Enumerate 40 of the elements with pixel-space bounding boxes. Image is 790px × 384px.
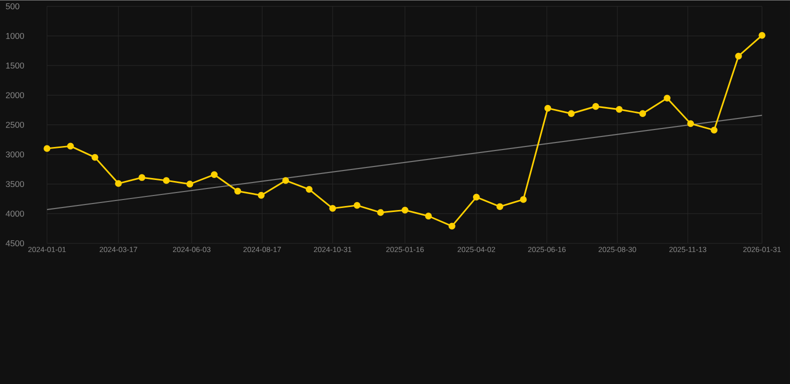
point [162,176,170,184]
point [44,144,50,152]
point [664,94,671,102]
point [210,171,218,178]
point [496,203,504,210]
point [520,196,527,203]
y-tick-label: 2000 [6,92,24,98]
point [472,194,480,200]
point [639,110,646,117]
point [377,208,384,216]
point [92,154,98,161]
point [735,52,742,60]
point [186,180,194,188]
point [234,188,242,194]
point [448,222,456,230]
point [544,104,552,112]
point [67,142,74,150]
point [568,110,575,117]
y-tick-label: 3500 [6,180,24,187]
point [258,192,265,199]
y-tick-label: 1000 [6,32,24,39]
point [616,106,623,113]
y-tick-label: 500 [6,3,20,10]
point [592,102,600,110]
y-tick-label: 2500 [6,122,24,128]
point [687,120,694,127]
point [115,180,122,187]
point [758,32,766,39]
point [402,206,408,214]
y-tick-label: 4500 [6,240,24,246]
point [329,204,336,212]
point [425,212,432,220]
point [282,176,290,184]
point [138,174,146,181]
point [710,126,718,134]
point [354,202,360,209]
y-tick-label: 1500 [6,62,24,68]
point [306,186,313,193]
y-tick-label: 3000 [6,151,24,158]
y-tick-label: 4000 [6,210,24,217]
